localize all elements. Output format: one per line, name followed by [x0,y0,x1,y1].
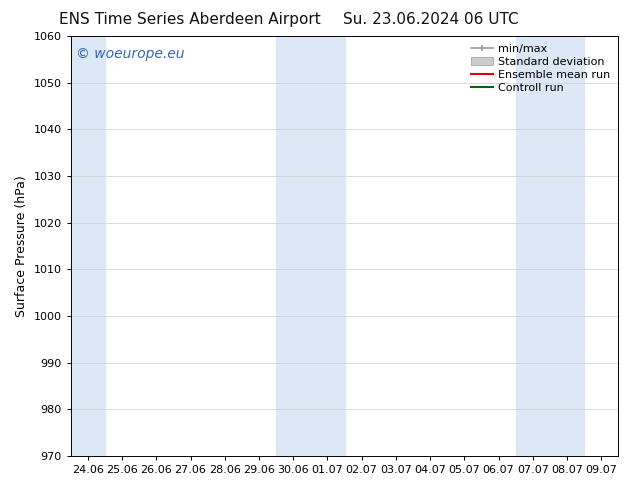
Legend: min/max, Standard deviation, Ensemble mean run, Controll run: min/max, Standard deviation, Ensemble me… [469,42,613,95]
Bar [71,36,105,456]
Text: © woeurope.eu: © woeurope.eu [76,47,184,61]
Text: ENS Time Series Aberdeen Airport: ENS Time Series Aberdeen Airport [60,12,321,27]
Bar [276,36,344,456]
Text: Su. 23.06.2024 06 UTC: Su. 23.06.2024 06 UTC [343,12,519,27]
Bar [515,36,584,456]
Y-axis label: Surface Pressure (hPa): Surface Pressure (hPa) [15,175,28,317]
